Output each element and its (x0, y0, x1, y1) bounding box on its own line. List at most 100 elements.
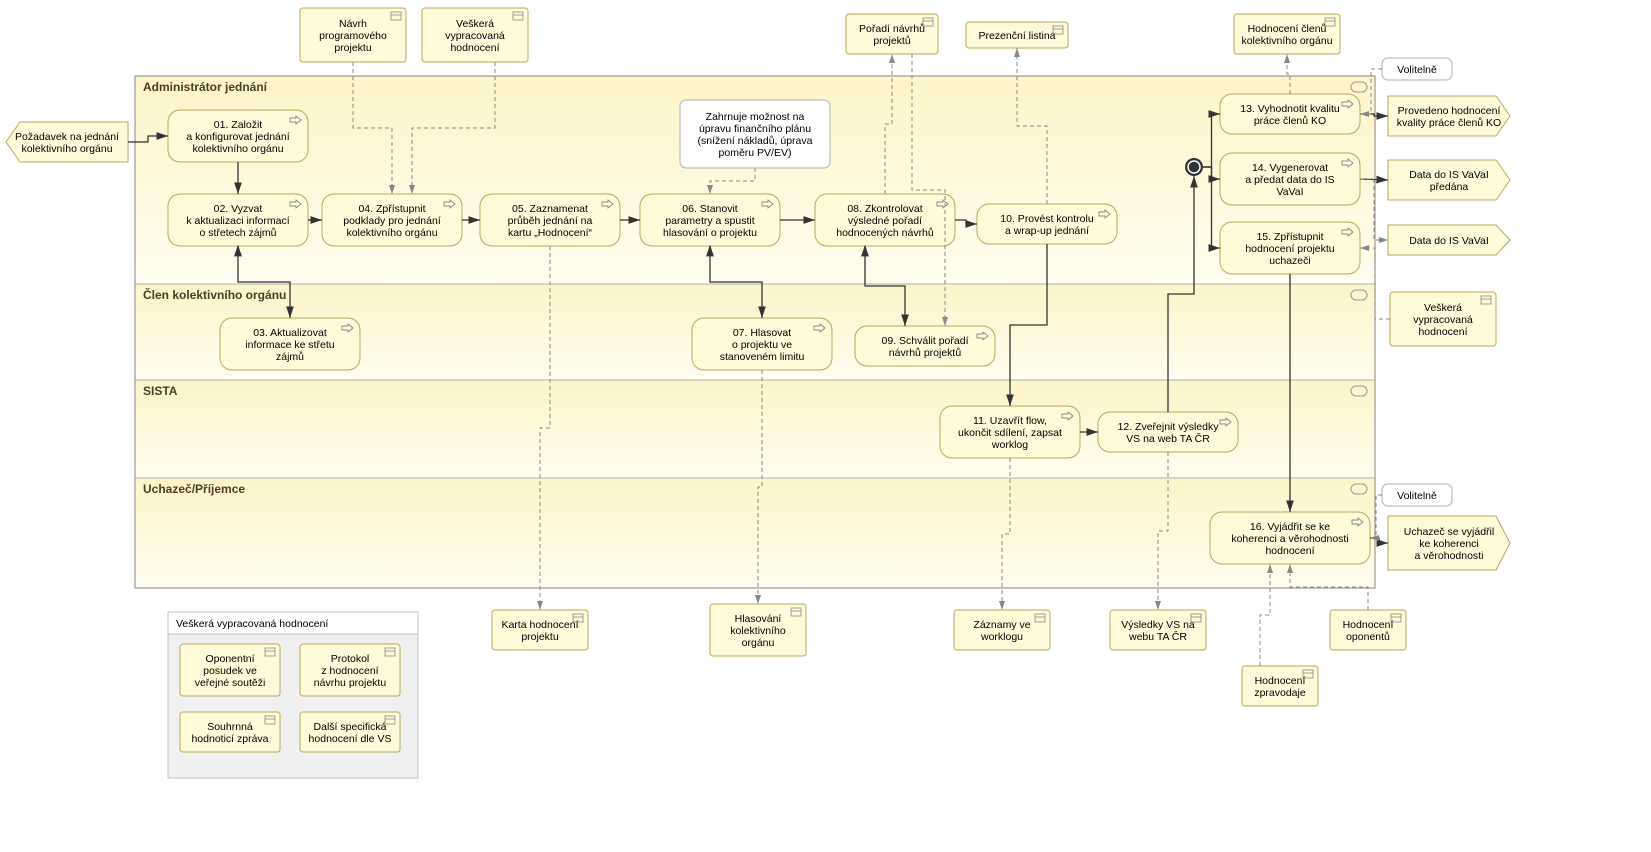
svg-text:kolektivního orgánu: kolektivního orgánu (1241, 35, 1332, 47)
svg-text:o střetech zájmů: o střetech zájmů (199, 227, 276, 239)
svg-text:Karta hodnocení: Karta hodnocení (501, 619, 578, 631)
svg-text:hodnocení: hodnocení (1265, 545, 1314, 557)
svg-text:hodnocení projektu: hodnocení projektu (1245, 243, 1334, 255)
svg-text:kolektivního orgánu: kolektivního orgánu (21, 143, 112, 155)
svg-text:14. Vygenerovat: 14. Vygenerovat (1252, 162, 1328, 174)
svg-text:webu TA ČR: webu TA ČR (1128, 630, 1187, 643)
svg-text:hodnocení: hodnocení (1418, 326, 1467, 338)
svg-text:uchazeči: uchazeči (1269, 255, 1310, 267)
svg-text:Veškerá vypracovaná hodnocení: Veškerá vypracovaná hodnocení (176, 618, 328, 630)
svg-text:Souhrnná: Souhrnná (207, 721, 253, 733)
svg-text:hlasování o projektu: hlasování o projektu (663, 227, 757, 239)
svg-text:01. Založit: 01. Založit (214, 119, 263, 131)
svg-text:projektu: projektu (521, 631, 559, 643)
svg-text:informace ke střetu: informace ke střetu (245, 339, 334, 351)
svg-text:zájmů: zájmů (276, 351, 304, 363)
svg-text:průběh jednání na: průběh jednání na (508, 215, 593, 227)
svg-text:hodnocení: hodnocení (450, 42, 499, 54)
svg-text:kolektivního orgánu: kolektivního orgánu (346, 227, 437, 239)
svg-text:Další specifická: Další specifická (314, 721, 387, 733)
svg-text:VS na web TA ČR: VS na web TA ČR (1126, 432, 1210, 445)
svg-text:Záznamy ve: Záznamy ve (973, 619, 1030, 631)
svg-text:parametry a spustit: parametry a spustit (665, 215, 754, 227)
svg-text:z hodnocení: z hodnocení (321, 665, 378, 677)
svg-text:předána: předána (1430, 181, 1469, 193)
svg-text:16. Vyjádřit se ke: 16. Vyjádřit se ke (1250, 521, 1330, 533)
svg-text:kvality práce členů KO: kvality práce členů KO (1397, 117, 1501, 129)
svg-text:a věrohodnosti: a věrohodnosti (1415, 550, 1484, 562)
svg-text:Volitelně: Volitelně (1397, 64, 1437, 76)
svg-text:úpravu finančního plánu: úpravu finančního plánu (699, 123, 811, 135)
svg-text:Uchazeč se vyjádřil: Uchazeč se vyjádřil (1404, 526, 1494, 538)
svg-text:Oponentní: Oponentní (205, 653, 254, 665)
svg-text:09. Schválit pořadí: 09. Schválit pořadí (882, 335, 969, 347)
svg-text:orgánu: orgánu (742, 637, 775, 649)
svg-text:Protokol: Protokol (331, 653, 370, 665)
svg-text:Pořadí návrhů: Pořadí návrhů (859, 23, 925, 35)
svg-text:návrhu projektu: návrhu projektu (314, 677, 387, 689)
svg-text:a wrap-up jednání: a wrap-up jednání (1005, 225, 1089, 237)
svg-text:Hodnocení členů: Hodnocení členů (1248, 23, 1327, 35)
svg-text:05. Zaznamenat: 05. Zaznamenat (512, 203, 588, 215)
svg-text:10. Provést kontrolu: 10. Provést kontrolu (1000, 213, 1094, 225)
svg-text:Data do IS VaVaI: Data do IS VaVaI (1409, 169, 1489, 181)
svg-text:vypracovaná: vypracovaná (445, 30, 505, 42)
svg-text:zpravodaje: zpravodaje (1254, 687, 1306, 699)
svg-text:Volitelně: Volitelně (1397, 490, 1437, 502)
svg-text:Uchazeč/Příjemce: Uchazeč/Příjemce (143, 482, 245, 496)
svg-text:vypracovaná: vypracovaná (1413, 314, 1473, 326)
svg-text:07. Hlasovat: 07. Hlasovat (733, 327, 791, 339)
svg-text:Data do IS VaVaI: Data do IS VaVaI (1409, 235, 1489, 247)
svg-text:programového: programového (319, 30, 387, 42)
svg-text:posudek ve: posudek ve (203, 665, 257, 677)
svg-text:k aktualizaci informací: k aktualizaci informací (186, 215, 289, 227)
svg-text:04. Zpřístupnit: 04. Zpřístupnit (358, 203, 425, 215)
svg-text:koherenci a věrohodnosti: koherenci a věrohodnosti (1231, 533, 1348, 545)
svg-text:(snížení nákladů, úprava: (snížení nákladů, úprava (698, 135, 813, 147)
svg-text:Administrátor jednání: Administrátor jednání (143, 80, 268, 94)
svg-text:Hodnocení: Hodnocení (1343, 619, 1394, 631)
svg-text:Veškerá: Veškerá (456, 18, 494, 30)
svg-text:11. Uzavřít flow,: 11. Uzavřít flow, (973, 415, 1047, 427)
svg-text:03. Aktualizovat: 03. Aktualizovat (253, 327, 327, 339)
svg-text:hodnocených návrhů: hodnocených návrhů (836, 227, 934, 239)
svg-text:13. Vyhodnotit kvalitu: 13. Vyhodnotit kvalitu (1240, 103, 1340, 115)
svg-text:08. Zkontrolovat: 08. Zkontrolovat (847, 203, 922, 215)
svg-text:Hlasování: Hlasování (735, 613, 782, 625)
svg-text:podklady pro jednání: podklady pro jednání (343, 215, 441, 227)
lane (135, 478, 1375, 588)
svg-text:projektu: projektu (334, 42, 372, 54)
svg-text:Návrh: Návrh (339, 18, 367, 30)
svg-text:VaVaI: VaVaI (1276, 186, 1303, 198)
svg-text:worklogu: worklogu (980, 631, 1023, 643)
svg-text:Člen kolektivního orgánu: Člen kolektivního orgánu (143, 287, 286, 302)
svg-text:worklog: worklog (991, 439, 1028, 451)
svg-text:kolektivního orgánu: kolektivního orgánu (192, 143, 283, 155)
svg-text:veřejné soutěži: veřejné soutěži (195, 677, 266, 689)
svg-text:práce členů KO: práce členů KO (1254, 115, 1326, 127)
svg-text:SISTA: SISTA (143, 384, 178, 398)
svg-text:Prezenční listina: Prezenční listina (978, 30, 1055, 42)
svg-text:12. Zveřejnit výsledky: 12. Zveřejnit výsledky (1118, 421, 1220, 433)
svg-text:o projektu ve: o projektu ve (732, 339, 792, 351)
svg-text:poměru PV/EV): poměru PV/EV) (719, 147, 792, 159)
svg-text:Zahrnuje možnost na: Zahrnuje možnost na (706, 111, 805, 123)
svg-text:projektů: projektů (873, 35, 911, 47)
svg-text:návrhů projektů: návrhů projektů (889, 347, 962, 359)
svg-text:02. Vyzvat: 02. Vyzvat (214, 203, 263, 215)
svg-text:hodnocení dle VS: hodnocení dle VS (309, 733, 392, 745)
svg-text:ke koherenci: ke koherenci (1419, 538, 1479, 550)
svg-text:a předat data do IS: a předat data do IS (1245, 174, 1334, 186)
svg-text:Veškerá: Veškerá (1424, 302, 1462, 314)
svg-text:15. Zpřístupnit: 15. Zpřístupnit (1256, 231, 1323, 243)
svg-text:06. Stanovit: 06. Stanovit (682, 203, 738, 215)
svg-text:Provedeno hodnocení: Provedeno hodnocení (1398, 105, 1501, 117)
svg-text:ukončit sdílení, zapsat: ukončit sdílení, zapsat (958, 427, 1062, 439)
svg-text:Výsledky VS na: Výsledky VS na (1121, 619, 1195, 631)
svg-text:Hodnocení: Hodnocení (1255, 675, 1306, 687)
svg-text:hodnoticí zpráva: hodnoticí zpráva (191, 733, 268, 745)
svg-text:a konfigurovat jednání: a konfigurovat jednání (186, 131, 289, 143)
svg-text:kartu „Hodnocení“: kartu „Hodnocení“ (508, 227, 593, 239)
svg-text:oponentů: oponentů (1346, 631, 1390, 643)
svg-text:Požadavek na jednání: Požadavek na jednání (15, 131, 119, 143)
